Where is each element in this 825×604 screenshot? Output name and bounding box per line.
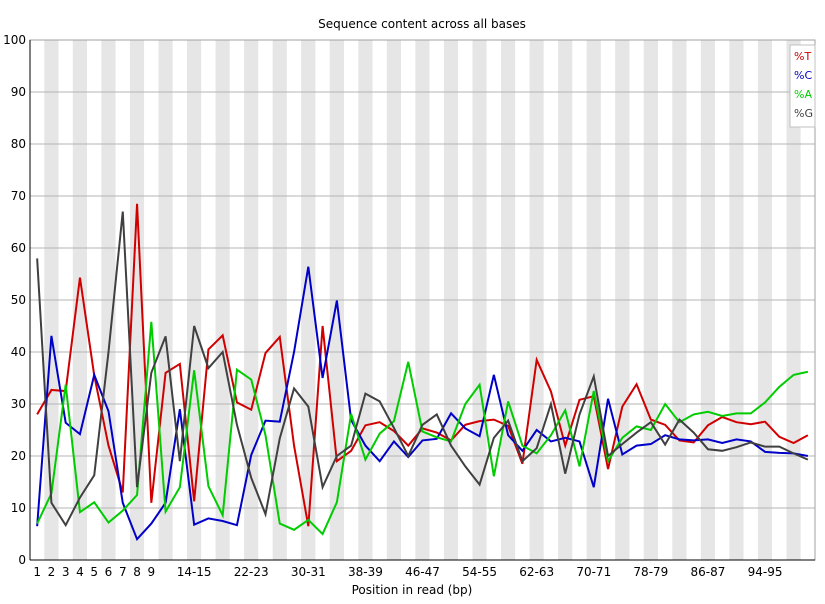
legend-entry-g: %G [794, 107, 813, 120]
x-tick-label: 2 [48, 565, 56, 579]
y-tick-label: 0 [18, 553, 26, 567]
x-tick-label: 62-63 [519, 565, 554, 579]
y-tick-label: 20 [11, 449, 26, 463]
x-tick-label: 7 [119, 565, 127, 579]
legend-entry-a: %A [794, 88, 812, 101]
x-tick-label: 1 [33, 565, 41, 579]
y-tick-label: 30 [11, 397, 26, 411]
x-axis-title: Position in read (bp) [352, 583, 473, 597]
x-tick-label: 22-23 [234, 565, 269, 579]
y-tick-label: 50 [11, 293, 26, 307]
legend: %T %C %A %G [789, 44, 816, 128]
series-line-a [36, 321, 809, 536]
y-tick-labels: 0 10 20 30 40 50 60 70 80 90 100 [3, 33, 26, 567]
y-tick-label: 40 [11, 345, 26, 359]
x-tick-label: 8 [133, 565, 141, 579]
chart-title: Sequence content across all bases [318, 17, 526, 31]
x-tick-label: 38-39 [348, 565, 383, 579]
x-tick-label: 78-79 [633, 565, 668, 579]
x-tick-label: 5 [90, 565, 98, 579]
series-lines [36, 203, 809, 542]
x-tick-label: 14-15 [177, 565, 212, 579]
y-tick-label: 90 [11, 85, 26, 99]
x-tick-label: 4 [76, 565, 84, 579]
x-tick-label: 9 [147, 565, 155, 579]
legend-box [789, 44, 816, 128]
x-tick-label: 3 [62, 565, 70, 579]
y-tick-label: 80 [11, 137, 26, 151]
x-tick-label: 70-71 [576, 565, 611, 579]
x-tick-labels: 1 2 3 4 5 6 7 8 9 14-15 22-23 30-31 38-39 46-47 54-55 6… [33, 565, 782, 579]
x-tick-label: 6 [105, 565, 113, 579]
legend-entry-t: %T [794, 50, 811, 63]
x-tick-label: 86-87 [691, 565, 726, 579]
y-tick-label: 60 [11, 241, 26, 255]
y-tick-label: 100 [3, 33, 26, 47]
y-tick-label: 10 [11, 501, 26, 515]
x-tick-label: 30-31 [291, 565, 326, 579]
x-tick-label: 46-47 [405, 565, 440, 579]
x-tick-label: 54-55 [462, 565, 497, 579]
y-tick-label: 70 [11, 189, 26, 203]
series-line-g [36, 211, 809, 528]
legend-entry-c: %C [794, 69, 812, 82]
x-tick-label: 94-95 [748, 565, 783, 579]
